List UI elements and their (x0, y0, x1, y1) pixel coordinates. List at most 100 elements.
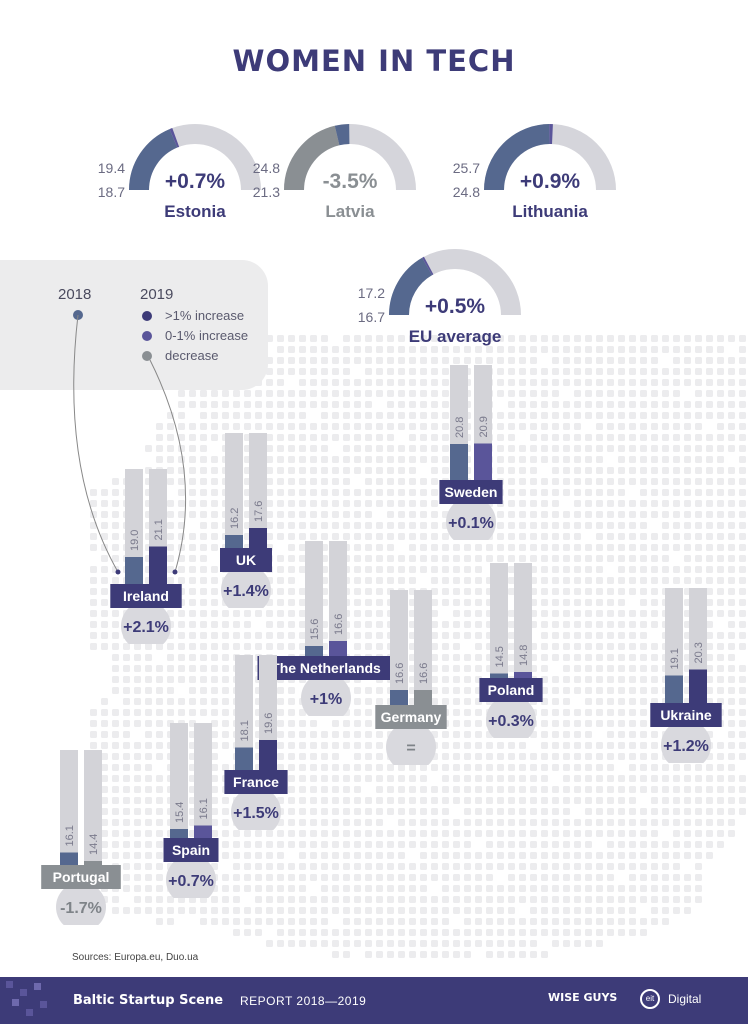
map-dot (409, 379, 416, 386)
map-dot (607, 489, 614, 496)
map-dot (277, 555, 284, 562)
map-dot (684, 478, 691, 485)
map-dot (739, 522, 746, 529)
map-dot (585, 698, 592, 705)
map-dot (651, 511, 658, 518)
map-dot (596, 709, 603, 716)
map-dot (211, 588, 218, 595)
map-dot (409, 775, 416, 782)
map-dot (574, 357, 581, 364)
map-dot (673, 445, 680, 452)
map-dot (574, 445, 581, 452)
gauge-change: +0.7% (165, 170, 225, 193)
map-dot (277, 390, 284, 397)
map-dot (497, 434, 504, 441)
map-dot (497, 423, 504, 430)
map-dot (607, 346, 614, 353)
map-dot (717, 445, 724, 452)
map-dot (728, 588, 735, 595)
map-dot (640, 577, 647, 584)
map-dot (585, 654, 592, 661)
map-dot (618, 588, 625, 595)
map-dot (266, 522, 273, 529)
map-dot (211, 731, 218, 738)
map-dot (112, 555, 119, 562)
map-dot (717, 511, 724, 518)
map-dot (409, 500, 416, 507)
map-dot (123, 731, 130, 738)
map-dot (211, 500, 218, 507)
map-dot (695, 423, 702, 430)
map-dot (607, 434, 614, 441)
map-dot (497, 412, 504, 419)
map-dot (343, 368, 350, 375)
map-dot (706, 621, 713, 628)
map-dot (387, 555, 394, 562)
map-dot (497, 357, 504, 364)
map-dot (563, 687, 570, 694)
map-dot (563, 544, 570, 551)
map-dot (464, 621, 471, 628)
map-dot (662, 401, 669, 408)
map-dot (629, 665, 636, 672)
map-dot (354, 456, 361, 463)
map-dot (343, 489, 350, 496)
map-dot (629, 698, 636, 705)
map-dot (519, 742, 526, 749)
map-dot (706, 500, 713, 507)
map-dot (277, 764, 284, 771)
map-dot (464, 566, 471, 573)
map-dot (662, 390, 669, 397)
map-dot (343, 786, 350, 793)
map-dot (552, 555, 559, 562)
map-dot (354, 434, 361, 441)
map-dot (101, 698, 108, 705)
map-dot (167, 566, 174, 573)
map-dot (640, 357, 647, 364)
map-dot (596, 533, 603, 540)
map-dot (618, 665, 625, 672)
map-dot (354, 401, 361, 408)
map-dot (585, 522, 592, 529)
map-dot (222, 720, 229, 727)
map-dot (442, 621, 449, 628)
map-dot (244, 610, 251, 617)
map-dot (277, 423, 284, 430)
map-dot (365, 478, 372, 485)
map-dot (189, 610, 196, 617)
map-dot (222, 390, 229, 397)
map-dot (629, 346, 636, 353)
map-dot (717, 588, 724, 595)
map-dot (673, 533, 680, 540)
map-dot (376, 764, 383, 771)
gauge-label-top: 17.2 (358, 285, 385, 301)
map-dot (189, 654, 196, 661)
map-dot (519, 544, 526, 551)
map-dot (134, 698, 141, 705)
map-dot (596, 390, 603, 397)
map-dot (398, 346, 405, 353)
map-dot (211, 797, 218, 804)
map-dot (552, 544, 559, 551)
map-dot (167, 544, 174, 551)
map-dot (387, 445, 394, 452)
map-dot (530, 753, 537, 760)
map-dot (541, 698, 548, 705)
map-dot (728, 500, 735, 507)
map-dot (442, 665, 449, 672)
map-dot (442, 687, 449, 694)
map-dot (475, 665, 482, 672)
map-dot (376, 423, 383, 430)
map-dot (541, 753, 548, 760)
map-dot (684, 775, 691, 782)
map-dot (651, 478, 658, 485)
map-dot (508, 445, 515, 452)
map-dot (409, 456, 416, 463)
map-dot (376, 753, 383, 760)
map-dot (508, 434, 515, 441)
map-dot (310, 786, 317, 793)
map-dot (233, 423, 240, 430)
map-dot (706, 511, 713, 518)
map-dot (607, 632, 614, 639)
